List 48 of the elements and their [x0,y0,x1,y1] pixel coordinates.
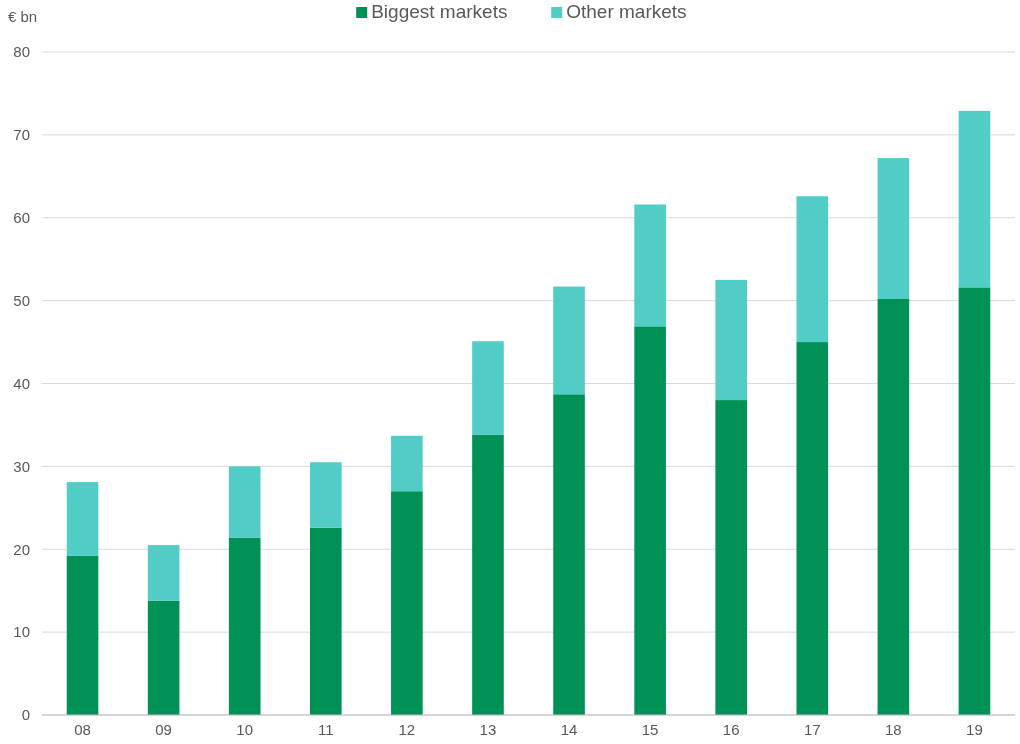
bar [715,279,748,401]
y-tick-label: 70 [13,126,30,144]
x-tick-label: 13 [479,721,497,738]
x-tick-label: 16 [722,721,740,738]
bar [958,287,991,715]
bar [147,600,180,715]
x-tick-label: 15 [641,721,659,738]
x-tick-label: 08 [74,721,91,738]
y-tick-label: 30 [13,457,30,475]
bar [66,555,99,715]
x-tick-label: 12 [398,721,416,738]
bar [391,491,423,715]
bar [958,110,991,288]
bar [553,394,585,715]
bar [309,462,342,528]
bar [634,326,666,715]
bar [66,482,99,556]
y-tick-label: 0 [21,706,30,724]
x-tick-label: 10 [236,721,254,738]
legend-label: Other markets [566,1,687,22]
bar [634,204,666,327]
bar [553,286,585,395]
y-tick-label: 20 [13,540,30,558]
y-tick-label: 10 [13,623,30,641]
bar [877,298,910,715]
x-tick-label: 11 [318,721,334,738]
bar [877,158,910,299]
legend-label: Biggest markets [371,1,508,22]
x-tick-label: 14 [560,721,578,738]
y-tick-label: 50 [13,291,30,309]
y-axis-title: € bn [8,8,38,25]
y-tick-label: 60 [13,209,30,226]
bar [472,341,504,435]
bar [228,466,261,538]
y-tick-label: 40 [13,374,30,392]
bar [796,342,829,715]
bar [309,527,342,715]
bar [472,434,504,715]
bar [715,400,748,715]
bar [796,196,829,343]
bar [147,545,180,601]
x-tick-label: 19 [966,721,983,738]
x-tick-label: 17 [803,721,821,738]
y-tick-label: 80 [13,43,30,61]
x-tick-label: 18 [885,721,902,738]
x-tick-label: 09 [155,721,172,738]
bar [228,537,261,715]
bar [391,435,423,492]
